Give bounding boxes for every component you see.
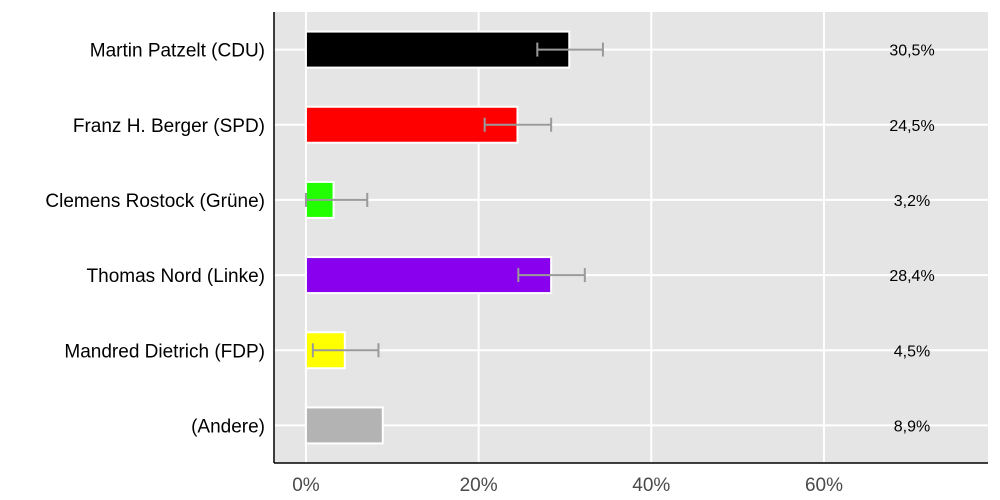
category-label: (Andere) <box>191 416 265 437</box>
value-label: 3,2% <box>894 193 930 210</box>
bars <box>304 30 571 445</box>
bar <box>304 105 519 144</box>
value-label: 30,5% <box>889 43 934 60</box>
value-label: 8,9% <box>894 418 930 435</box>
error-bar <box>304 192 369 207</box>
category-label: Clemens Rostock (Grüne) <box>45 191 265 212</box>
value-labels: 30,5% 24,5% 3,2% 28,4% 4,5% 8,9% <box>889 43 934 436</box>
x-tick-label: 60% <box>805 475 843 496</box>
bar <box>304 406 384 445</box>
value-label: 28,4% <box>889 268 934 285</box>
error-bar <box>483 117 553 132</box>
category-label: Martin Patzelt (CDU) <box>90 41 265 62</box>
bar <box>304 30 571 69</box>
category-labels: Martin Patzelt (CDU) Franz H. Berger (SPD… <box>45 41 265 438</box>
category-label: Franz H. Berger (SPD) <box>73 116 265 137</box>
category-label: Thomas Nord (Linke) <box>87 266 265 287</box>
error-bar <box>311 343 380 358</box>
x-tick-labels: 0% 20% 40% 60% <box>292 475 843 496</box>
x-tick-label: 20% <box>460 475 498 496</box>
value-label: 24,5% <box>889 118 934 135</box>
value-label: 4,5% <box>894 343 930 360</box>
plot-background <box>274 12 988 463</box>
error-bar <box>536 42 604 57</box>
bar <box>304 256 553 295</box>
error-bar <box>517 268 586 283</box>
x-tick-label: 0% <box>292 475 320 496</box>
category-label: Mandred Dietrich (FDP) <box>64 341 265 362</box>
x-tick-label: 40% <box>632 475 670 496</box>
error-bars <box>304 42 604 358</box>
